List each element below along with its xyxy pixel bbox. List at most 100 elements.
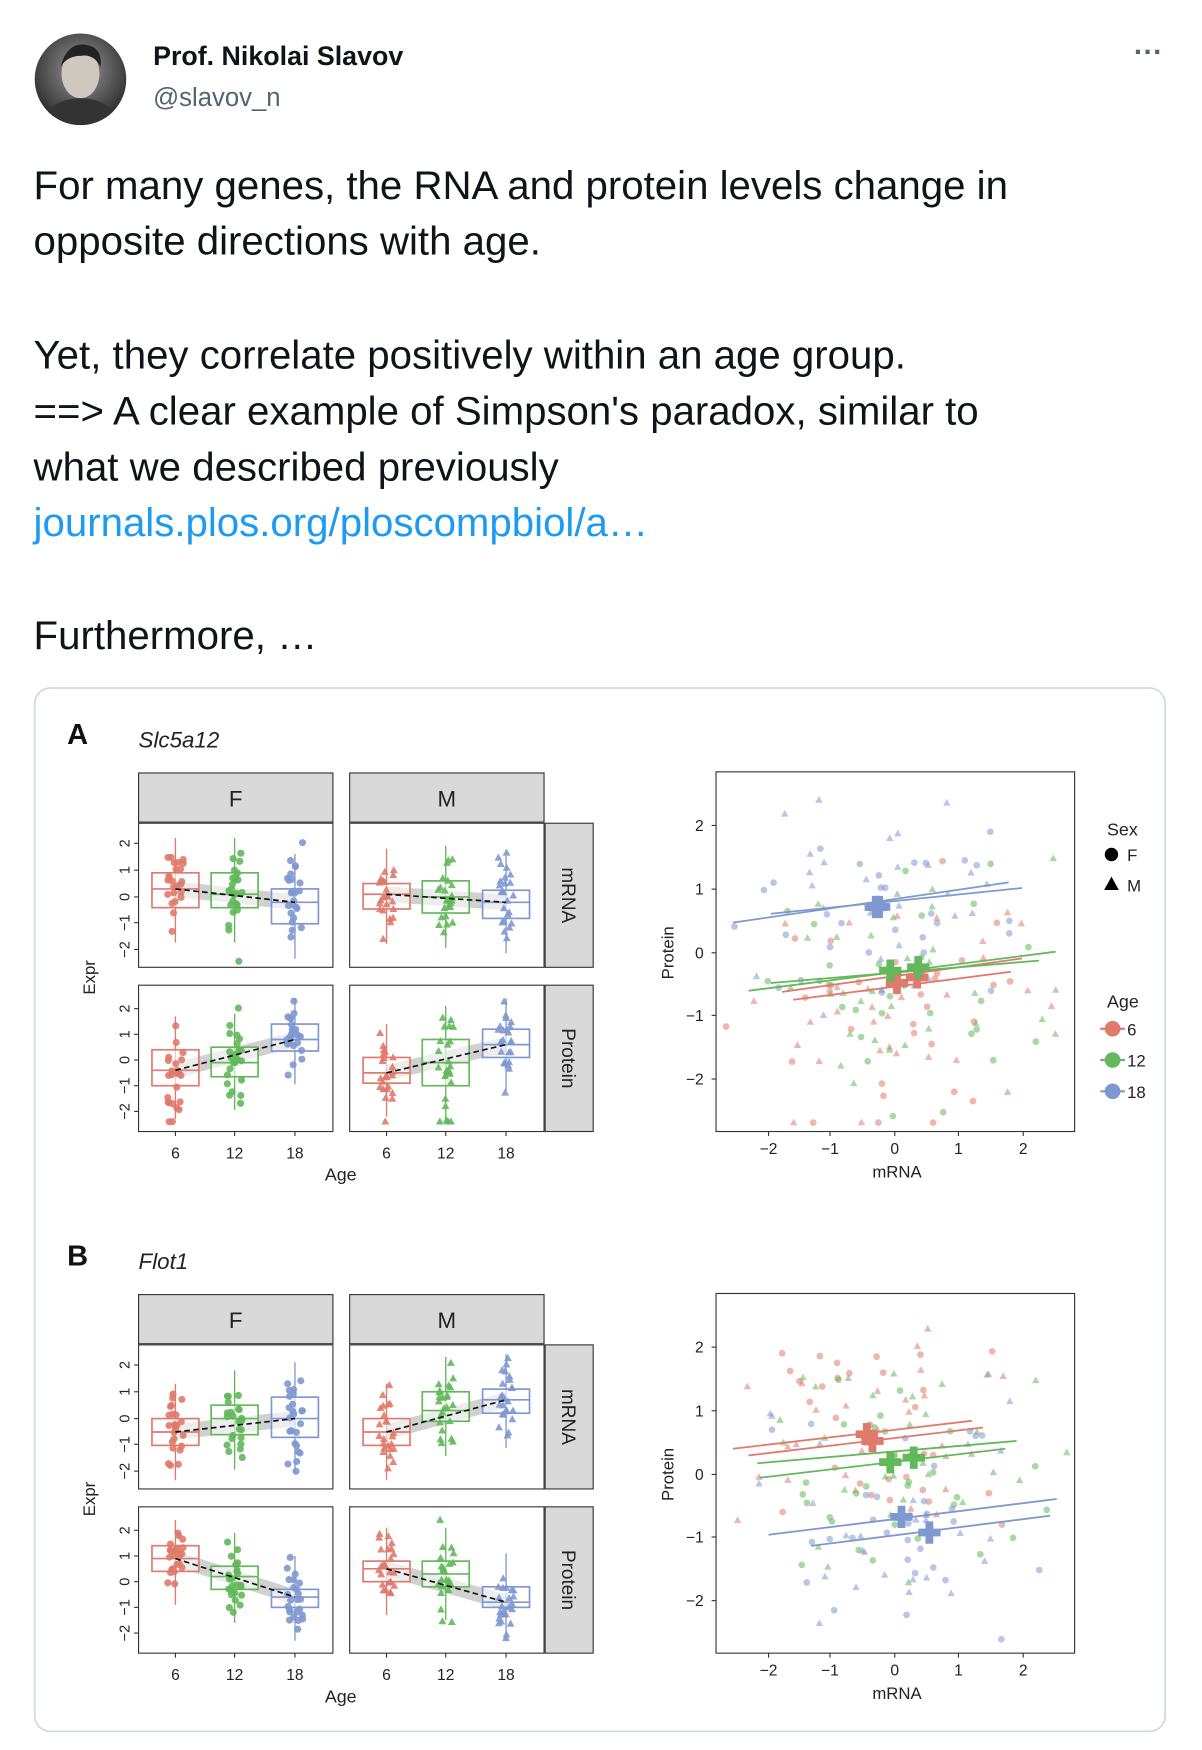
point (755, 1479, 763, 1487)
point (931, 975, 939, 983)
point (507, 1383, 516, 1391)
point (951, 912, 959, 919)
point (909, 1496, 917, 1504)
point (170, 859, 178, 867)
x-axis-label: Age (325, 1686, 357, 1706)
point (448, 918, 457, 926)
row-label: mRNA (557, 867, 578, 923)
y-tick-label: 1 (695, 882, 704, 899)
point (444, 1117, 453, 1125)
point (434, 1380, 443, 1388)
point (856, 860, 864, 868)
row-label: mRNA (557, 1389, 578, 1445)
point (786, 1367, 794, 1375)
point (436, 1037, 445, 1045)
point (226, 1029, 234, 1038)
point (444, 1381, 453, 1389)
point (296, 879, 304, 887)
point (770, 879, 777, 886)
point (223, 1538, 232, 1546)
point (911, 1403, 919, 1411)
point (812, 1406, 820, 1413)
facet-strip (138, 772, 334, 823)
point (169, 1394, 177, 1402)
point (507, 919, 516, 927)
point (922, 1410, 930, 1418)
author-handle[interactable]: @slavov_n (153, 84, 280, 112)
point (820, 858, 828, 866)
point (798, 1561, 806, 1569)
point (288, 926, 296, 934)
point (868, 1003, 876, 1010)
point (997, 1635, 1005, 1643)
point (174, 1460, 182, 1468)
point (920, 1497, 928, 1505)
point (942, 1576, 949, 1584)
point (845, 1369, 853, 1377)
point (909, 1020, 917, 1028)
point (290, 914, 298, 922)
point (508, 1605, 516, 1613)
x-tick-label: −2 (760, 1141, 778, 1158)
point (494, 1582, 503, 1590)
point (895, 901, 903, 909)
point (803, 934, 812, 941)
point (296, 1420, 305, 1428)
point (864, 1057, 872, 1065)
more-menu[interactable]: ··· (1134, 36, 1163, 68)
avatar[interactable] (34, 33, 127, 126)
point (838, 1003, 846, 1011)
legend-key (1104, 1052, 1121, 1068)
point (750, 997, 758, 1004)
point (442, 1066, 451, 1074)
point (289, 887, 297, 895)
point (506, 1022, 515, 1030)
point (290, 1386, 298, 1394)
point (434, 1046, 443, 1054)
point (970, 900, 978, 908)
point (760, 886, 768, 894)
point (505, 1593, 514, 1602)
point (507, 1038, 515, 1046)
point (933, 970, 941, 977)
author-name[interactable]: Prof. Nikolai Slavov (153, 41, 403, 71)
point (497, 1047, 506, 1055)
y-tick-label: −2 (118, 1625, 134, 1642)
y-tick-label: 2 (118, 1005, 134, 1013)
point (793, 1041, 802, 1049)
point (297, 1377, 305, 1385)
group-mean (879, 1450, 902, 1474)
point (227, 1408, 235, 1416)
point (889, 913, 898, 921)
point (501, 1011, 510, 1019)
point (806, 1398, 814, 1406)
y-axis-label: Expr (80, 1481, 99, 1516)
point (375, 1566, 383, 1574)
point (285, 1605, 294, 1614)
point (169, 1410, 177, 1418)
point (902, 867, 909, 875)
point (375, 1420, 384, 1428)
point (289, 1061, 297, 1069)
point (818, 1383, 826, 1390)
point (917, 990, 925, 998)
point (297, 1595, 305, 1603)
point (233, 889, 241, 897)
point (171, 1580, 179, 1588)
point (435, 920, 443, 929)
point (231, 1596, 239, 1604)
point (388, 897, 397, 905)
point (378, 1390, 387, 1398)
tweet-line: ==> A clear example of Simpson's paradox… (34, 388, 979, 433)
point (1025, 943, 1032, 951)
point (939, 1108, 947, 1116)
box (210, 1404, 259, 1436)
point (291, 1570, 299, 1578)
tweet-link[interactable]: journals.plos.org/ploscompbiol/a… (33, 500, 649, 545)
point (950, 1088, 958, 1096)
point (924, 1053, 933, 1060)
point (919, 1459, 927, 1466)
point (226, 1048, 234, 1056)
point (377, 1545, 385, 1553)
point (502, 1630, 511, 1638)
